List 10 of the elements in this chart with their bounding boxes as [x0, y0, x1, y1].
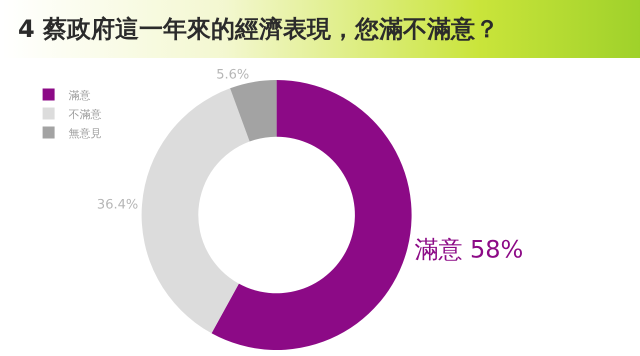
legend-label: 不滿意 [68, 108, 102, 121]
data-label: 滿意 58% [414, 235, 524, 264]
data-label: 36.4% [96, 197, 138, 212]
donut-slice [142, 88, 250, 334]
data-label: 5.6% [216, 67, 250, 82]
donut-slice [230, 80, 277, 142]
donut-slice [212, 80, 412, 350]
chart-title: 4 蔡政府這一年來的經濟表現，您滿不滿意？ [18, 14, 500, 45]
legend-label: 滿意 [68, 88, 91, 102]
legend-label: 無意見 [68, 126, 102, 140]
